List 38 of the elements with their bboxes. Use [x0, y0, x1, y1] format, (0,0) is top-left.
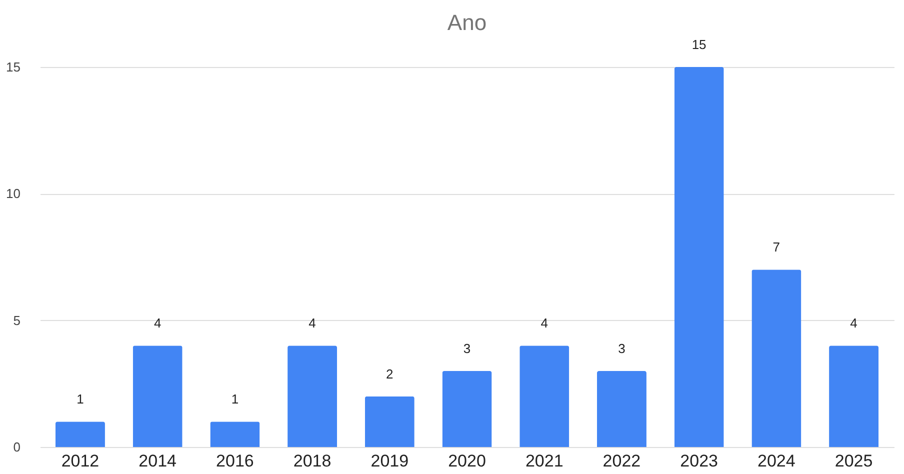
data-label: 15 — [692, 37, 706, 52]
bar — [674, 67, 724, 447]
x-tick-label: 2014 — [138, 452, 176, 470]
data-label: 4 — [308, 316, 316, 331]
data-label: 2 — [386, 366, 394, 382]
chart-title: Ano — [447, 10, 487, 35]
x-tick-label: 2022 — [602, 452, 641, 470]
data-label: 4 — [850, 316, 858, 331]
x-tick-label: 2025 — [834, 452, 873, 470]
bar — [288, 346, 338, 447]
x-tick-label: 2021 — [525, 452, 564, 470]
bar — [364, 396, 414, 447]
y-tick-label: 0 — [13, 440, 20, 454]
data-label: 7 — [772, 240, 780, 255]
data-label: 1 — [76, 392, 84, 407]
x-tick-label: 2019 — [370, 452, 409, 470]
data-label: 1 — [231, 392, 239, 407]
x-tick-label: 2016 — [216, 452, 254, 470]
x-tick-label: 2023 — [680, 452, 718, 470]
data-label: 4 — [154, 316, 162, 331]
x-tick-label: 2024 — [758, 452, 796, 470]
x-tick-label: 2018 — [293, 452, 332, 470]
bar — [442, 371, 492, 447]
y-tick-label: 15 — [6, 60, 20, 74]
data-label: 3 — [618, 341, 626, 356]
bar — [596, 371, 646, 447]
x-tick-label: 2020 — [448, 452, 486, 470]
y-tick-label: 5 — [13, 312, 20, 328]
bar — [55, 422, 105, 447]
data-label: 3 — [463, 341, 471, 356]
y-tick-label: 10 — [6, 186, 20, 202]
bar — [752, 270, 802, 447]
x-tick-label: 2012 — [61, 452, 100, 470]
data-label: 4 — [540, 316, 548, 331]
bar — [520, 346, 570, 447]
bar — [829, 346, 879, 447]
bar — [210, 422, 260, 447]
bar — [132, 346, 182, 447]
